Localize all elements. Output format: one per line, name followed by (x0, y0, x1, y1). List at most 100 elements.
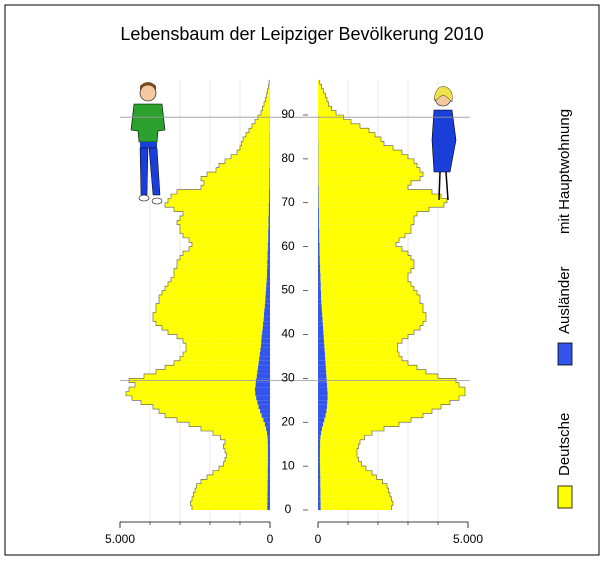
bar-deutsche (197, 484, 268, 488)
bar-auslaender (318, 212, 319, 216)
bar-auslaender (269, 207, 270, 211)
bar-auslaender (268, 475, 270, 479)
bar-deutsche (231, 154, 270, 158)
bar-auslaender (268, 453, 270, 457)
bar-deutsche (159, 295, 266, 299)
y-tick-label: 50 (281, 283, 295, 297)
bar-auslaender (256, 383, 270, 387)
bar-auslaender (318, 264, 320, 268)
bar-auslaender (318, 422, 323, 426)
bar-deutsche (165, 286, 266, 290)
bar-deutsche (168, 282, 266, 286)
bar-auslaender (260, 409, 270, 413)
bar-deutsche (320, 269, 411, 273)
bar-auslaender (268, 440, 270, 444)
bar-auslaender (264, 312, 270, 316)
bar-deutsche (319, 212, 417, 216)
bar-auslaender (255, 391, 270, 395)
bar-deutsche (318, 111, 336, 115)
bar-deutsche (129, 387, 255, 391)
bar-auslaender (265, 299, 270, 303)
bar-deutsche (180, 356, 259, 360)
bar-deutsche (264, 102, 270, 106)
bar-deutsche (323, 321, 423, 325)
bar-auslaender (318, 321, 323, 325)
bar-deutsche (201, 479, 268, 483)
chart-title: Lebensbaum der Leipziger Bevölkerung 201… (120, 24, 483, 44)
bar-deutsche (326, 409, 432, 413)
x-tick-label: 5.000 (453, 532, 483, 546)
bar-auslaender (269, 216, 271, 220)
bar-auslaender (318, 440, 320, 444)
bar-deutsche (174, 207, 269, 211)
bar-auslaender (318, 435, 320, 439)
bar-deutsche (326, 361, 409, 365)
bar-deutsche (318, 172, 423, 176)
bar-auslaender (269, 203, 270, 207)
bar-deutsche (156, 308, 264, 312)
bar-deutsche (213, 431, 267, 435)
bar-deutsche (246, 133, 270, 137)
bar-deutsche (268, 89, 270, 93)
bar-deutsche (325, 352, 399, 356)
bar-deutsche (180, 255, 268, 259)
bar-deutsche (318, 106, 332, 110)
bar-auslaender (318, 497, 320, 501)
x-tick-label: 5.000 (105, 532, 135, 546)
bar-deutsche (324, 339, 402, 343)
bar-auslaender (265, 304, 270, 308)
bar-deutsche (263, 106, 271, 110)
bar-deutsche (225, 457, 268, 461)
bar-deutsche (191, 501, 268, 505)
bar-deutsche (221, 435, 268, 439)
bar-deutsche (325, 348, 398, 352)
bar-auslaender (318, 449, 320, 453)
bar-deutsche (183, 352, 260, 356)
bar-deutsche (320, 251, 409, 255)
bar-auslaender (318, 317, 323, 321)
bar-auslaender (267, 431, 270, 435)
frame (5, 5, 599, 555)
bar-auslaender (268, 229, 270, 233)
bar-deutsche (325, 356, 402, 360)
bar-deutsche (168, 330, 262, 334)
bar-auslaender (318, 479, 320, 483)
bar-auslaender (268, 242, 270, 246)
bar-deutsche (177, 220, 269, 224)
bar-auslaender (318, 291, 321, 295)
bar-deutsche (320, 273, 408, 277)
bar-deutsche (321, 291, 417, 295)
bar-deutsche (320, 260, 414, 264)
bar-deutsche (321, 295, 420, 299)
bar-deutsche (322, 427, 384, 431)
bar-deutsche (319, 190, 432, 194)
bar-deutsche (318, 133, 375, 137)
bar-auslaender (318, 229, 319, 233)
bar-auslaender (265, 422, 270, 426)
bar-auslaender (318, 427, 322, 431)
bar-deutsche (126, 391, 255, 395)
bar-deutsche (165, 413, 262, 417)
bar-deutsche (144, 374, 257, 378)
bar-deutsche (183, 339, 261, 343)
bar-auslaender (318, 299, 321, 303)
bar-deutsche (319, 216, 414, 220)
bar-auslaender (257, 370, 270, 374)
bar-auslaender (259, 361, 270, 365)
bar-auslaender (318, 304, 322, 308)
bar-deutsche (204, 181, 269, 185)
bar-auslaender (268, 479, 270, 483)
bar-auslaender (268, 484, 270, 488)
bar-deutsche (320, 484, 387, 488)
bar-auslaender (318, 207, 319, 211)
bar-deutsche (321, 282, 411, 286)
bar-deutsche (162, 291, 266, 295)
bar-deutsche (322, 312, 426, 316)
bar-deutsche (249, 128, 270, 132)
bar-deutsche (319, 233, 405, 237)
bar-deutsche (318, 93, 326, 97)
bar-deutsche (201, 427, 266, 431)
bar-auslaender (266, 286, 270, 290)
bar-deutsche (318, 159, 414, 163)
y-tick-label: 80 (281, 151, 295, 165)
